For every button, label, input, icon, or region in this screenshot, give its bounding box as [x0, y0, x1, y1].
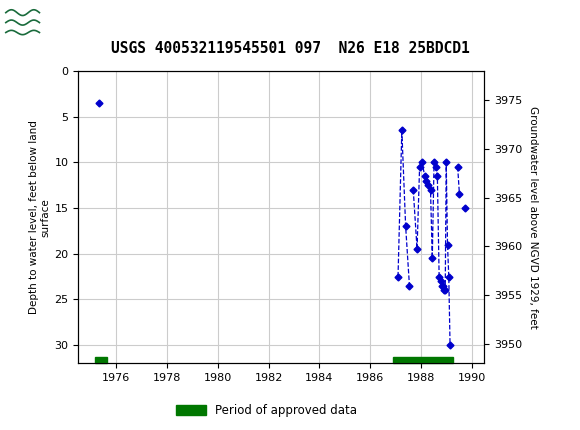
- Bar: [95, 357, 107, 363]
- Y-axis label: Groundwater level above NGVD 1929, feet: Groundwater level above NGVD 1929, feet: [528, 106, 538, 329]
- Bar: [393, 357, 452, 363]
- Text: USGS 400532119545501 097  N26 E18 25BDCD1: USGS 400532119545501 097 N26 E18 25BDCD1: [111, 41, 469, 56]
- Text: USGS: USGS: [84, 12, 153, 33]
- Bar: [5, 3, 74, 41]
- Legend: Period of approved data: Period of approved data: [172, 399, 362, 422]
- Y-axis label: Depth to water level, feet below land
surface: Depth to water level, feet below land su…: [28, 120, 50, 314]
